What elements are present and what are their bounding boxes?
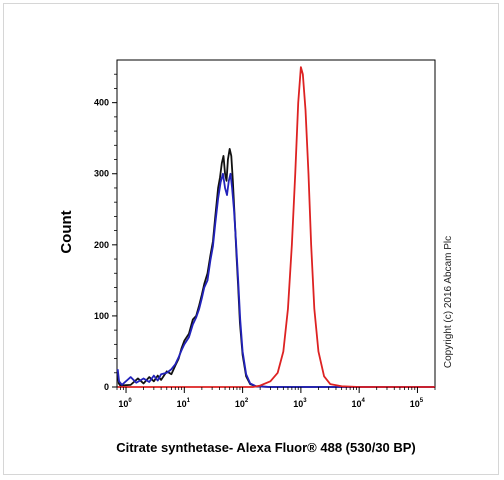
- x-tick-label: 101: [177, 398, 191, 409]
- chart-frame: 0 100 200 300 400 100 101 102 103 104 105 Count Ci…: [3, 3, 499, 475]
- y-tick-label: 200: [94, 240, 109, 250]
- x-tick-label: 105: [410, 398, 424, 409]
- series-line-0: [116, 147, 435, 388]
- y-axis-label: Count: [58, 210, 75, 253]
- x-axis-label: Citrate synthetase- Alexa Fluor® 488 (53…: [116, 440, 416, 455]
- series-line-1: [116, 172, 435, 388]
- plot-area-frame: [116, 59, 436, 388]
- x-tick-label: 102: [235, 398, 249, 409]
- y-tick-label: 0: [104, 382, 109, 392]
- x-tick-label: 100: [118, 398, 132, 409]
- x-tick-label: 103: [293, 398, 307, 409]
- y-tick-label: 300: [94, 169, 109, 179]
- series-line-2: [117, 66, 435, 388]
- y-tick-label: 400: [94, 98, 109, 108]
- histogram-chart: 0 100 200 300 400 100 101 102 103 104 105 Count Ci…: [58, 59, 454, 455]
- y-tick-label: 100: [94, 311, 109, 321]
- x-tick-label: 104: [351, 398, 365, 409]
- copyright-annotation: Copyright (c) 2016 Abcam Plc: [443, 236, 454, 368]
